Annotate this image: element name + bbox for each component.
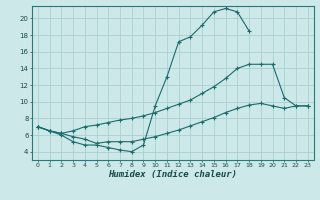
X-axis label: Humidex (Indice chaleur): Humidex (Indice chaleur) bbox=[108, 170, 237, 179]
